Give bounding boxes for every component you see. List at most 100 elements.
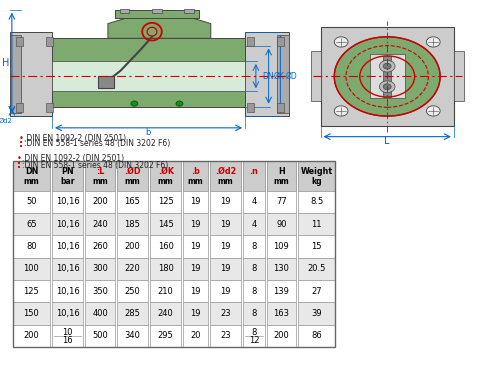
Bar [150, 325, 182, 347]
Text: •: • [18, 134, 24, 142]
Bar [52, 213, 84, 235]
Text: mm: mm [274, 177, 289, 186]
Bar [150, 191, 182, 213]
Bar [13, 161, 50, 191]
Circle shape [334, 106, 348, 116]
Text: 10,16: 10,16 [56, 287, 80, 296]
Text: 11: 11 [312, 220, 322, 229]
Bar [86, 325, 115, 347]
Bar [86, 302, 115, 325]
Polygon shape [10, 35, 20, 113]
Bar [16, 103, 22, 112]
Text: 20.5: 20.5 [308, 264, 326, 273]
Text: 90: 90 [276, 220, 286, 229]
Bar [266, 161, 296, 191]
Text: DN: DN [262, 72, 274, 81]
Bar [13, 280, 50, 302]
Bar [116, 213, 148, 235]
Bar [184, 235, 208, 258]
Bar [243, 325, 264, 347]
Circle shape [176, 101, 183, 106]
Text: PN: PN [62, 167, 74, 176]
Bar [298, 280, 336, 302]
Text: 240: 240 [158, 309, 174, 318]
Text: 125: 125 [158, 198, 174, 206]
Bar [150, 161, 182, 191]
Circle shape [384, 63, 391, 69]
Text: 80: 80 [26, 242, 37, 251]
Text: 160: 160 [158, 242, 174, 251]
Text: 500: 500 [92, 331, 108, 340]
Text: 340: 340 [124, 331, 140, 340]
Text: 145: 145 [158, 220, 174, 229]
Bar [52, 325, 84, 347]
Bar [13, 258, 50, 280]
Bar [266, 302, 296, 325]
Text: 19: 19 [220, 287, 231, 296]
Text: DN: DN [25, 167, 38, 176]
Bar [13, 302, 50, 325]
Bar [370, 54, 405, 99]
Text: 260: 260 [92, 242, 108, 251]
Bar [86, 213, 115, 235]
Text: •: • [17, 154, 21, 163]
Bar [46, 103, 53, 112]
Bar [116, 302, 148, 325]
Text: mm: mm [158, 177, 174, 186]
Polygon shape [108, 16, 211, 38]
Text: 8.5: 8.5 [310, 198, 324, 206]
Bar [210, 191, 241, 213]
Text: 86: 86 [312, 331, 322, 340]
Bar [266, 280, 296, 302]
Bar [278, 37, 284, 46]
Bar [184, 191, 208, 213]
Text: 285: 285 [124, 309, 140, 318]
Bar [298, 235, 336, 258]
Text: .ØD: .ØD [124, 167, 140, 176]
Bar [52, 235, 84, 258]
Text: 77: 77 [276, 198, 286, 206]
Bar [13, 325, 50, 347]
Text: 4: 4 [252, 198, 256, 206]
Text: 210: 210 [158, 287, 174, 296]
Polygon shape [245, 35, 278, 116]
Text: 27: 27 [312, 287, 322, 296]
Text: L: L [384, 136, 390, 146]
Bar [320, 26, 454, 126]
Bar [150, 235, 182, 258]
Text: 8: 8 [251, 328, 256, 337]
Bar [184, 302, 208, 325]
Text: 23: 23 [220, 331, 231, 340]
Bar [116, 325, 148, 347]
Bar [86, 235, 115, 258]
Bar [52, 302, 84, 325]
Text: 250: 250 [124, 287, 140, 296]
Text: 50: 50 [26, 198, 36, 206]
Text: 200: 200 [24, 331, 40, 340]
Bar [247, 103, 254, 112]
Text: 15: 15 [312, 242, 322, 251]
Text: 19: 19 [190, 264, 201, 273]
Text: 8: 8 [251, 309, 256, 318]
Text: 23: 23 [220, 309, 231, 318]
Text: mm: mm [24, 177, 40, 186]
Bar [210, 213, 241, 235]
Text: 10,16: 10,16 [56, 220, 80, 229]
Text: 350: 350 [92, 287, 108, 296]
Text: 295: 295 [158, 331, 174, 340]
Text: 12: 12 [248, 337, 259, 346]
Bar [243, 302, 264, 325]
Bar [243, 258, 264, 280]
Text: mm: mm [124, 177, 140, 186]
Polygon shape [278, 35, 289, 113]
Bar [243, 235, 264, 258]
Bar [298, 258, 336, 280]
Text: bar: bar [60, 177, 75, 186]
Bar [46, 37, 53, 46]
Bar [243, 161, 264, 191]
Bar [116, 235, 148, 258]
Bar [266, 213, 296, 235]
Bar [184, 280, 208, 302]
Text: 19: 19 [220, 220, 231, 229]
Text: Weight: Weight [300, 167, 332, 176]
